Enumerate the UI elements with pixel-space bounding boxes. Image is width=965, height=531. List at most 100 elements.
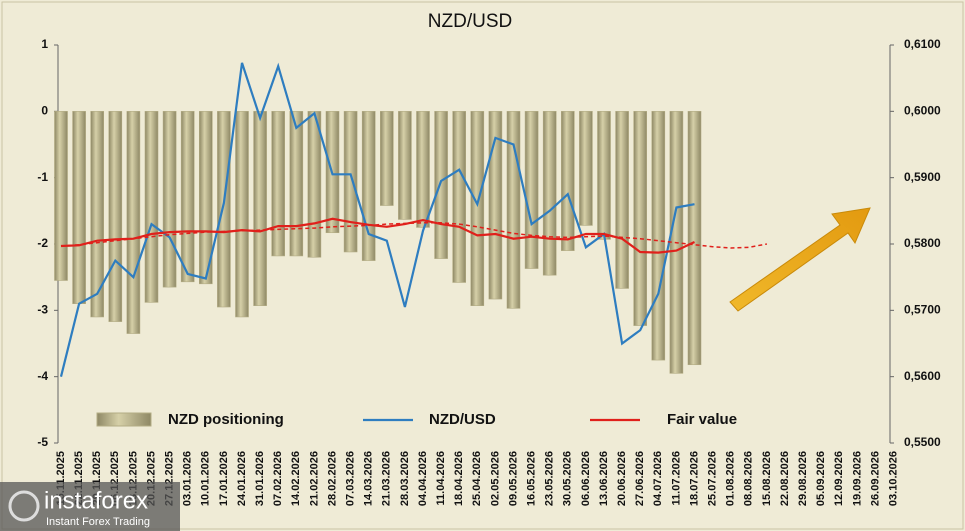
bar [416, 111, 430, 228]
bar [434, 111, 448, 259]
y2-tick-label: 0,6000 [904, 104, 941, 118]
x-tick-label: 02.05.2026 [489, 451, 501, 506]
bar [560, 111, 575, 251]
bar [271, 111, 286, 257]
bar [542, 111, 557, 276]
bar [54, 111, 68, 281]
legend-label: NZD positioning [168, 411, 284, 428]
bar [343, 111, 358, 253]
x-tick-label: 31.01.2026 [254, 451, 266, 506]
bar [180, 111, 195, 283]
bar [524, 111, 539, 269]
y2-tick-label: 0,5500 [904, 435, 941, 449]
bar [126, 111, 141, 334]
x-tick-label: 03.10.2026 [888, 451, 900, 506]
x-tick-label: 21.02.2026 [308, 451, 320, 506]
bar [633, 111, 648, 326]
bar [307, 111, 322, 258]
x-tick-label: 07.02.2026 [272, 451, 284, 506]
y2-tick-label: 0,5800 [904, 236, 941, 250]
bar [506, 111, 521, 309]
y2-tick-label: 0,5900 [904, 170, 941, 184]
x-tick-label: 14.03.2026 [363, 451, 375, 506]
y-tick-label: -2 [37, 236, 48, 250]
bar [579, 111, 593, 226]
bar [217, 111, 231, 308]
x-tick-label: 27.06.2026 [634, 451, 646, 506]
x-tick-label: 14.02.2026 [290, 451, 302, 506]
x-tick-label: 16.05.2026 [526, 451, 538, 506]
x-tick-label: 29.08.2026 [797, 451, 809, 506]
x-tick-label: 30.05.2026 [562, 451, 574, 506]
bar [361, 111, 376, 261]
bar [235, 111, 249, 318]
trend-arrow [729, 207, 871, 312]
x-tick-label: 06.06.2026 [580, 451, 592, 506]
bar [144, 111, 159, 303]
bar [470, 111, 485, 306]
x-tick-label: 28.03.2026 [399, 451, 411, 506]
bar [452, 111, 467, 283]
y2-tick-label: 0,6100 [904, 37, 941, 51]
bar [488, 111, 503, 300]
bar [289, 111, 304, 257]
watermark-brand: instaforex [44, 487, 148, 514]
x-tick-label: 28.02.2026 [326, 451, 338, 506]
bar [597, 111, 611, 240]
bar [253, 111, 267, 306]
y2-tick-label: 0,5600 [904, 369, 941, 383]
x-tick-label: 04.04.2026 [417, 451, 429, 506]
bar [199, 111, 213, 285]
y-tick-label: -4 [37, 369, 48, 383]
watermark-logo [8, 490, 40, 522]
x-tick-label: 15.08.2026 [761, 451, 773, 506]
x-tick-label: 24.01.2026 [236, 451, 248, 506]
legend-label: NZD/USD [429, 411, 496, 428]
y2-tick-label: 0,5700 [904, 303, 941, 317]
x-tick-label: 20.06.2026 [616, 451, 628, 506]
x-tick-label: 22.08.2026 [779, 451, 791, 506]
x-tick-label: 19.09.2026 [851, 451, 863, 506]
x-tick-label: 01.08.2026 [725, 451, 737, 506]
x-tick-label: 03.01.2026 [182, 451, 194, 506]
line [60, 217, 695, 254]
x-tick-label: 05.09.2026 [815, 451, 827, 506]
bar [108, 111, 123, 322]
x-tick-label: 11.07.2026 [670, 451, 682, 505]
x-tick-label: 11.04.2026 [435, 451, 447, 505]
x-tick-label: 17.01.2026 [218, 451, 230, 506]
bar [687, 111, 702, 366]
y-tick-label: 1 [41, 37, 48, 51]
bar [615, 111, 629, 289]
bar [90, 111, 104, 318]
x-tick-label: 09.05.2026 [507, 451, 519, 506]
x-tick-label: 13.06.2026 [598, 451, 610, 506]
y-tick-label: -3 [37, 303, 48, 317]
x-tick-label: 12.09.2026 [833, 451, 845, 506]
bar [398, 111, 412, 220]
bar [72, 111, 86, 305]
x-tick-label: 18.07.2026 [688, 451, 700, 506]
trend-line [60, 222, 768, 249]
x-tick-label: 25.07.2026 [707, 451, 719, 506]
x-tick-label: 10.01.2026 [200, 451, 212, 506]
legend-label: Fair value [667, 411, 737, 428]
y-tick-label: -5 [37, 435, 48, 449]
x-tick-label: 08.08.2026 [743, 451, 755, 506]
watermark: instaforex Instant Forex Trading [0, 482, 180, 531]
chart-title: NZD/USD [428, 11, 512, 32]
y-tick-label: 0 [41, 104, 48, 118]
bar [162, 111, 177, 288]
watermark-box [0, 482, 180, 531]
x-tick-label: 26.09.2026 [869, 451, 881, 506]
legend-swatch [96, 412, 152, 427]
watermark-tagline: Instant Forex Trading [46, 516, 150, 528]
x-tick-label: 23.05.2026 [544, 451, 556, 506]
bar [379, 111, 394, 206]
x-tick-label: 21.03.2026 [381, 451, 393, 506]
x-tick-label: 25.04.2026 [471, 451, 483, 506]
x-tick-label: 18.04.2026 [453, 451, 465, 506]
bar [651, 111, 666, 361]
